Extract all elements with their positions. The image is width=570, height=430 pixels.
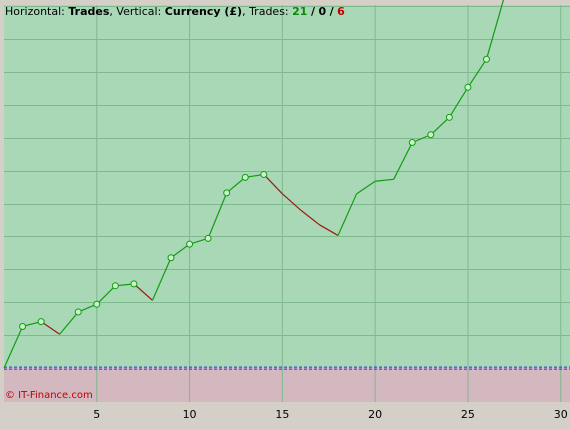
equity-segment xyxy=(133,283,153,301)
trade-markers xyxy=(19,55,490,330)
equity-segment xyxy=(281,193,302,211)
equity-segment xyxy=(3,326,24,369)
equity-segment xyxy=(356,180,376,195)
trades-even-count: 0 xyxy=(318,5,326,18)
equity-segment xyxy=(59,311,79,335)
x-tick-label: 10 xyxy=(183,408,197,421)
vertical-value: Currency (£) xyxy=(165,5,242,18)
trade-point xyxy=(186,240,194,248)
equity-segment xyxy=(467,58,487,88)
equity-segment xyxy=(337,193,358,236)
x-tick-label: 30 xyxy=(554,408,568,421)
trade-point xyxy=(204,234,212,242)
equity-segment xyxy=(226,176,246,194)
equity-segment xyxy=(448,86,469,118)
horizontal-value: Trades xyxy=(68,5,109,18)
trade-point xyxy=(260,170,268,178)
trade-point xyxy=(37,318,45,326)
trade-point xyxy=(167,254,175,262)
trade-point xyxy=(445,113,453,121)
x-tick-label: 25 xyxy=(461,408,475,421)
grid xyxy=(4,5,570,402)
x-tick-label: 15 xyxy=(275,408,289,421)
trade-point xyxy=(19,322,27,330)
equity-segment xyxy=(430,116,450,136)
trade-point xyxy=(482,55,490,63)
equity-series xyxy=(3,0,505,369)
equity-segment xyxy=(300,209,320,226)
trade-point xyxy=(74,308,82,316)
vertical-label: Vertical: xyxy=(116,5,161,18)
trades-loss-count: 6 xyxy=(337,5,345,18)
profit-region xyxy=(4,5,570,369)
zero-baseline xyxy=(4,366,570,370)
trade-point xyxy=(464,83,472,91)
equity-segment xyxy=(170,243,190,259)
loss-region xyxy=(4,368,570,402)
x-tick-label: 20 xyxy=(368,408,382,421)
equity-segment xyxy=(40,321,61,335)
copyright-text: © IT-Finance.com xyxy=(5,390,93,401)
equity-segment xyxy=(319,224,339,236)
equity-segment xyxy=(207,192,228,239)
trade-point xyxy=(93,300,101,308)
trade-point xyxy=(241,173,249,181)
trades-separator: / xyxy=(330,5,335,18)
equity-segment xyxy=(375,178,394,182)
equity-segment xyxy=(263,174,283,195)
trades-win-count: 21 xyxy=(292,5,307,18)
chart-header: Horizontal: Trades, Vertical: Currency (… xyxy=(5,5,345,18)
trade-point xyxy=(130,280,138,288)
trades-label: Trades: xyxy=(248,5,289,18)
trades-separator: / xyxy=(311,5,316,18)
equity-segment xyxy=(393,142,413,180)
trade-point xyxy=(408,138,416,146)
trade-point xyxy=(427,131,435,139)
trade-point xyxy=(223,189,231,197)
x-axis-ticks: 5 10 15 20 25 30 xyxy=(93,408,567,421)
trade-point xyxy=(111,282,119,290)
equity-segment xyxy=(96,285,116,305)
equity-segment xyxy=(485,0,505,60)
x-tick-label: 5 xyxy=(93,408,100,421)
horizontal-label: Horizontal: xyxy=(5,5,65,18)
equity-segment xyxy=(151,257,172,301)
